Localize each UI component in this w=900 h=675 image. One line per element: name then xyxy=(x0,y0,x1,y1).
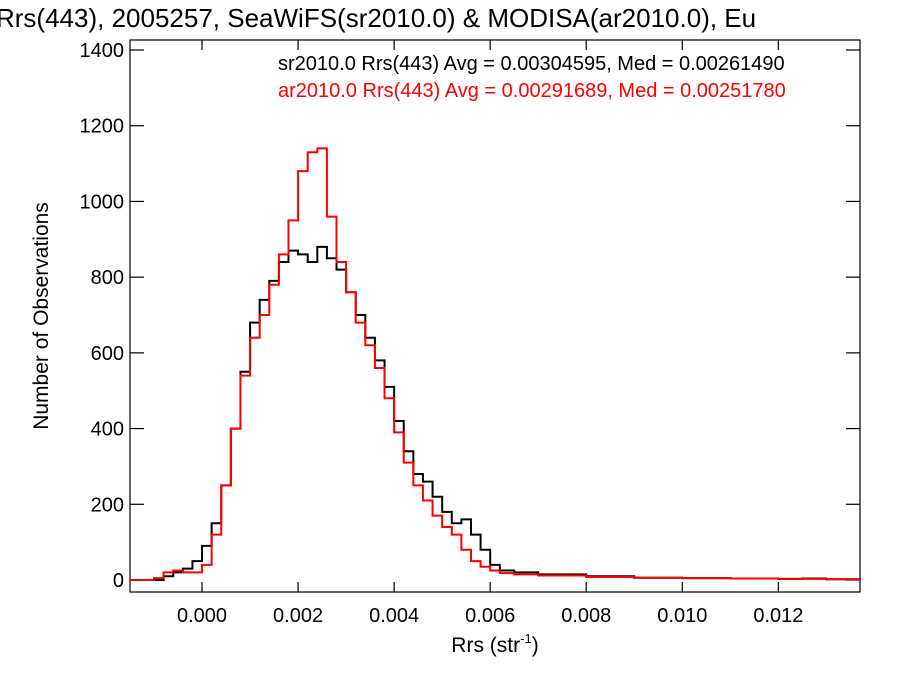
y-tick-label: 1200 xyxy=(80,116,125,138)
annotation-ar2010: ar2010.0 Rrs(443) Avg = 0.00291689, Med … xyxy=(278,80,786,102)
x-tick-label: 0.006 xyxy=(465,605,515,627)
plot-frame xyxy=(129,39,861,593)
x-axis-title-main: Rrs (str xyxy=(451,634,520,657)
y-tick-label: 1000 xyxy=(80,191,125,213)
x-tick-label: 0.010 xyxy=(657,605,707,627)
x-tick-label: 0.008 xyxy=(561,605,611,627)
x-tick-label: 0.004 xyxy=(369,605,419,627)
y-tick-label: 0 xyxy=(113,570,124,592)
annotation-sr2010: sr2010.0 Rrs(443) Avg = 0.00304595, Med … xyxy=(278,53,785,75)
x-axis-title-suffix: ) xyxy=(532,634,539,657)
y-tick-label: 800 xyxy=(91,267,124,289)
y-tick-label: 200 xyxy=(91,494,124,516)
x-tick-label: 0.000 xyxy=(177,605,227,627)
x-axis-title-superscript: -1 xyxy=(520,631,532,646)
series-1-step-line xyxy=(130,147,861,581)
y-tick-label: 400 xyxy=(91,419,124,441)
y-tick-label: 1400 xyxy=(80,40,125,62)
x-axis-title: Rrs (str-1) xyxy=(451,631,538,657)
chart-title: Rrs(443), 2005257, SeaWiFS(sr2010.0) & M… xyxy=(0,3,756,33)
x-tick-label: 0.002 xyxy=(273,605,323,627)
y-tick-label: 600 xyxy=(91,343,124,365)
y-axis-title: Number of Observations xyxy=(30,202,53,430)
series-group xyxy=(130,147,861,581)
x-tick-label: 0.012 xyxy=(753,605,803,627)
axis-ticks: 0.000 0.002 0.004 0.006 0.008 0.010 0.012 0 200 4… xyxy=(80,40,860,627)
